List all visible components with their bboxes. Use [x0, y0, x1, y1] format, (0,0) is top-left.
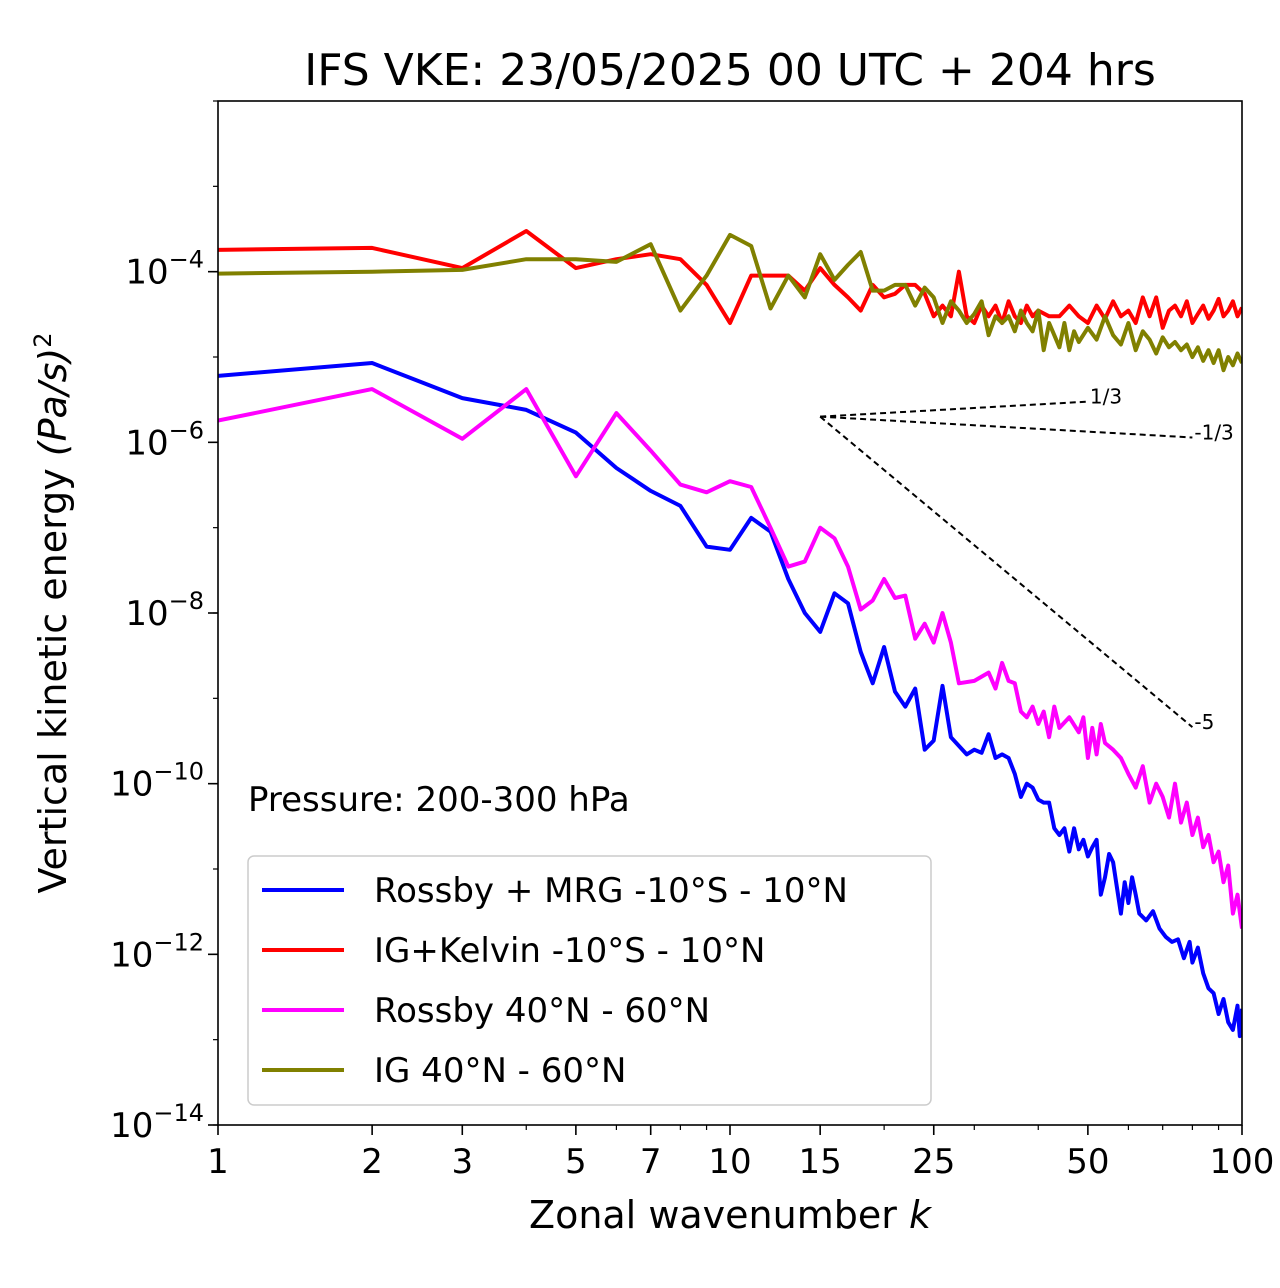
series-line-2 [218, 387, 1242, 929]
y-tick-label-4: 10−12 [110, 928, 204, 975]
slope-label-2: -5 [1194, 710, 1214, 734]
slope-label-0: 1/3 [1090, 385, 1122, 409]
x-tick-label-3: 5 [565, 1142, 587, 1182]
x-axis-label-text: Zonal wavenumber [529, 1193, 897, 1237]
x-tick-label-0: 1 [207, 1142, 229, 1182]
y-axis-label-exp: 2 [29, 332, 57, 347]
y-tick-label-2: 10−8 [125, 587, 204, 634]
legend-label-3: IG 40°N - 60°N [374, 1051, 626, 1091]
series-layer [218, 229, 1242, 1039]
slope-line-0 [820, 400, 1088, 418]
x-tick-label-8: 50 [1066, 1142, 1109, 1182]
x-axis-label-var: k [909, 1193, 933, 1237]
x-tick-label-4: 7 [640, 1142, 662, 1182]
legend: Rossby + MRG -10°S - 10°N IG+Kelvin -10°S… [247, 855, 932, 1106]
slope-label-1: -1/3 [1194, 420, 1233, 444]
y-tick-label-1: 10−6 [125, 416, 204, 463]
x-tick-label-9: 100 [1210, 1142, 1275, 1182]
y-axis-label-text: Vertical kinetic energy [31, 468, 75, 893]
x-axis-label: Zonal wavenumber k [529, 1193, 933, 1237]
chart-title: IFS VKE: 23/05/2025 00 UTC + 204 hrs [304, 45, 1156, 96]
y-tick-label-5: 10−14 [110, 1099, 204, 1146]
series-line-0 [218, 361, 1242, 1039]
y-axis-label: Vertical kinetic energy (Pa/s)2 [29, 332, 75, 893]
legend-label-1: IG+Kelvin -10°S - 10°N [374, 931, 765, 971]
x-tick-label-1: 2 [361, 1142, 383, 1182]
legend-box [247, 855, 932, 1106]
x-tick-label-2: 3 [451, 1142, 473, 1182]
x-tick-label-7: 25 [912, 1142, 955, 1182]
legend-label-2: Rossby 40°N - 60°N [374, 991, 710, 1031]
x-tick-label-6: 15 [799, 1142, 842, 1182]
y-tick-label-3: 10−10 [110, 758, 204, 805]
legend-label-0: Rossby + MRG -10°S - 10°N [374, 871, 848, 911]
y-axis-label-unit: (Pa/s) [31, 348, 75, 456]
pressure-annotation: Pressure: 200-300 hPa [248, 780, 630, 820]
y-axis-ticks: 10−4 10−6 10−8 10−10 10−12 10−14 [110, 100, 218, 1146]
slope-line-1 [820, 415, 1193, 439]
y-tick-label-0: 10−4 [125, 246, 204, 293]
series-line-1 [218, 229, 1242, 330]
x-tick-label-5: 10 [708, 1142, 751, 1182]
slope-line-2 [819, 415, 1194, 728]
series-line-3 [218, 232, 1242, 373]
reference-slopes: 1/3 -1/3 -5 [819, 385, 1234, 734]
x-axis-ticks: 1 2 3 5 7 10 15 25 50 100 [207, 1125, 1274, 1182]
